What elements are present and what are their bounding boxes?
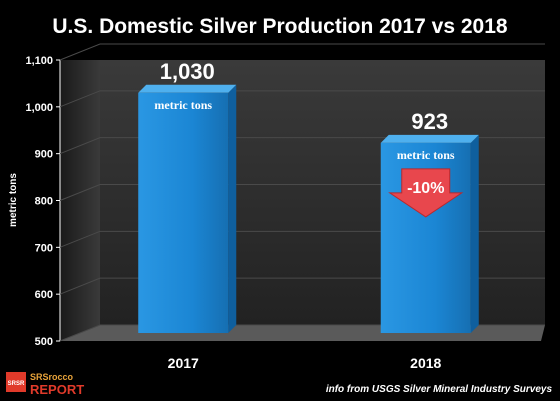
- bar-group: 923 metric tons -10%: [380, 109, 479, 333]
- x-tick-labels: 2017 2018: [168, 355, 442, 371]
- plot-side-wall: [60, 60, 100, 341]
- change-arrow: [388, 168, 464, 218]
- logo-badge-icon: [6, 372, 26, 392]
- y-tick-label: 800: [35, 196, 53, 208]
- x-tick-label: 2017: [168, 355, 199, 371]
- y-axis-label: metric tons: [8, 173, 19, 227]
- bar-value-label: 923: [411, 109, 448, 134]
- bar-side: [470, 134, 479, 333]
- y-tick-label: 900: [35, 149, 53, 161]
- gridline: [59, 43, 545, 61]
- bar-group: 1,030 metric tons: [138, 59, 237, 334]
- bar-unit-label: metric tons: [154, 98, 212, 112]
- bars: 1,030 metric tons 923 metric tons -10%: [138, 59, 479, 334]
- bar-top: [138, 84, 237, 93]
- gridline: [59, 90, 545, 108]
- logo-bottom-text: REPORT: [30, 382, 84, 397]
- y-tick-label: 500: [35, 336, 53, 348]
- y-tick-label: 600: [35, 289, 53, 301]
- chart-title: U.S. Domestic Silver Production 2017 vs …: [52, 15, 508, 38]
- y-tick-label: 1,000: [25, 102, 53, 114]
- bar-value-label: 1,030: [160, 59, 215, 84]
- y-tick-label: 1,100: [25, 55, 53, 67]
- bar: [138, 92, 229, 334]
- down-arrow-icon: -10%: [388, 168, 464, 218]
- logo-top-text: SRSrocco: [30, 372, 74, 382]
- bar-unit-label: metric tons: [397, 148, 455, 162]
- x-tick-label: 2018: [410, 355, 441, 371]
- srsrocco-logo: SRSR SRSrocco REPORT: [6, 372, 84, 397]
- y-tick-labels: 500 600 700 800 900 1,000 1,100: [25, 55, 60, 348]
- bar-top: [380, 134, 479, 143]
- logo-badge-text: SRSR: [8, 381, 25, 387]
- y-tick-label: 700: [35, 242, 53, 254]
- change-label: -10%: [407, 180, 444, 197]
- bar-side: [228, 84, 237, 334]
- source-note: info from USGS Silver Mineral Industry S…: [326, 384, 553, 395]
